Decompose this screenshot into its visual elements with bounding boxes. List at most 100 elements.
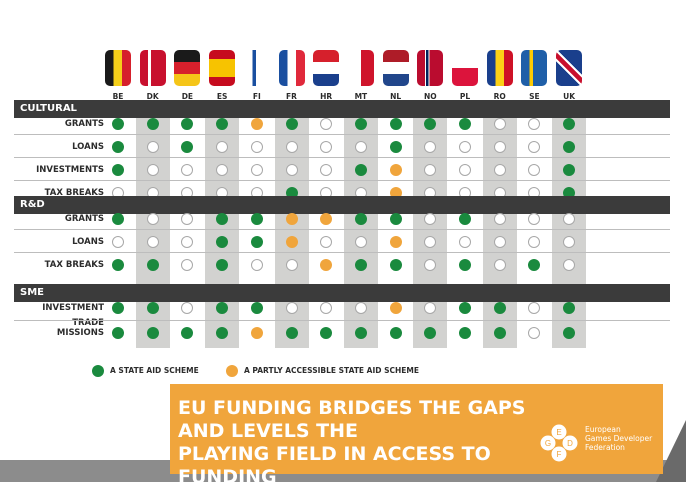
cell-full-be	[112, 213, 124, 225]
uk-flag-icon	[556, 50, 583, 86]
logo-letter-f: F	[557, 450, 562, 459]
cell-full-fr	[285, 118, 298, 130]
cell-none-se	[528, 302, 541, 314]
cell-full-uk	[563, 164, 576, 176]
cell-full-nl	[389, 213, 402, 225]
column-header-ro: RO	[493, 92, 506, 101]
row-label: INVESTMENTS	[14, 165, 104, 175]
cell-none-mt	[354, 302, 367, 314]
cell-none-es	[216, 164, 229, 176]
cell-full-es	[216, 327, 229, 339]
row-label-line: INVESTMENTS	[36, 165, 104, 175]
row-divider	[14, 134, 670, 135]
legend-full-dot	[92, 365, 104, 377]
cell-none-fi	[250, 141, 263, 153]
cell-none-be	[112, 236, 124, 248]
column-header-no: NO	[423, 92, 437, 101]
cell-full-dk	[146, 327, 159, 339]
cell-none-no	[424, 141, 437, 153]
cell-partial-hr	[320, 213, 333, 225]
column-header-es: ES	[216, 92, 228, 101]
cell-full-uk	[563, 302, 576, 314]
cell-none-se	[528, 327, 541, 339]
row-divider	[14, 252, 670, 253]
column-header-fr: FR	[286, 92, 297, 101]
cell-partial-fr	[285, 213, 298, 225]
cell-none-de	[181, 302, 194, 314]
cell-none-de	[181, 213, 194, 225]
cell-none-fr	[285, 302, 298, 314]
row-label-line: MISSIONS	[56, 328, 104, 338]
cell-full-dk	[146, 118, 159, 130]
section-header-sme: SME	[14, 284, 670, 302]
cell-none-hr	[320, 164, 333, 176]
cell-full-de	[181, 141, 194, 153]
belgium-flag-icon	[105, 50, 131, 86]
spain-flag-icon	[209, 50, 236, 86]
cell-none-fi	[250, 164, 263, 176]
cell-partial-nl	[389, 236, 402, 248]
column-header-mt: MT	[354, 92, 368, 101]
cell-none-dk	[146, 141, 159, 153]
cell-partial-fi	[250, 327, 263, 339]
cell-full-uk	[563, 118, 576, 130]
cell-none-fr	[285, 259, 298, 271]
column-header-uk: UK	[563, 92, 576, 101]
row-label-line: GRANTS	[64, 214, 104, 224]
cell-full-ro	[493, 327, 506, 339]
row-label: LOANS	[14, 142, 104, 152]
sweden-flag-icon	[521, 50, 548, 86]
column-header-se: SE	[529, 92, 540, 101]
cell-full-mt	[354, 213, 367, 225]
cell-full-es	[216, 213, 229, 225]
cell-full-mt	[354, 259, 367, 271]
row-label-line: LOANS	[72, 237, 104, 247]
cell-full-be	[112, 302, 124, 314]
cell-none-se	[528, 118, 541, 130]
cell-full-se	[528, 259, 541, 271]
cell-none-pl	[459, 141, 471, 153]
row-label: TAX BREAKS	[14, 188, 104, 198]
cell-full-be	[112, 327, 124, 339]
cell-none-no	[424, 236, 437, 248]
cell-partial-hr	[320, 259, 333, 271]
headline-banner	[170, 384, 663, 474]
cell-none-no	[424, 164, 437, 176]
cell-full-es	[216, 302, 229, 314]
cell-full-fi	[250, 213, 263, 225]
row-label: INVESTMENT	[14, 303, 104, 313]
egdf-logo: E G D F	[540, 424, 578, 462]
netherlands-flag-icon	[382, 50, 409, 86]
cell-full-uk	[563, 141, 576, 153]
cell-full-es	[216, 259, 229, 271]
cell-none-dk	[146, 213, 159, 225]
cell-full-pl	[459, 259, 471, 271]
cell-none-no	[424, 213, 437, 225]
section-header-cultural: CULTURAL	[14, 100, 670, 118]
cell-none-se	[528, 213, 541, 225]
cell-full-be	[112, 118, 124, 130]
row-divider	[14, 320, 670, 321]
cell-full-fi	[250, 236, 263, 248]
cell-none-fr	[285, 141, 298, 153]
cell-full-mt	[354, 164, 367, 176]
row-divider	[14, 180, 670, 181]
cell-partial-fi	[250, 118, 263, 130]
column-header-pl: PL	[459, 92, 471, 101]
cell-none-de	[181, 164, 194, 176]
cell-none-uk	[563, 259, 576, 271]
org-name-line-3: Federation	[585, 443, 625, 452]
norway-flag-icon	[417, 50, 444, 86]
cell-none-de	[181, 259, 194, 271]
legend-full-label: A STATE AID SCHEME	[110, 366, 199, 375]
row-label: TRADE MISSIONS	[14, 318, 104, 338]
legend-partial-dot	[226, 365, 238, 377]
row-divider	[14, 229, 670, 230]
cell-none-dk	[146, 164, 159, 176]
cell-full-dk	[146, 302, 159, 314]
headline-line-1: EU FUNDING BRIDGES THE GAPS AND LEVELS T…	[178, 397, 526, 442]
cell-none-ro	[493, 259, 506, 271]
column-header-de: DE	[181, 92, 194, 101]
row-label-line: LOANS	[72, 142, 104, 152]
